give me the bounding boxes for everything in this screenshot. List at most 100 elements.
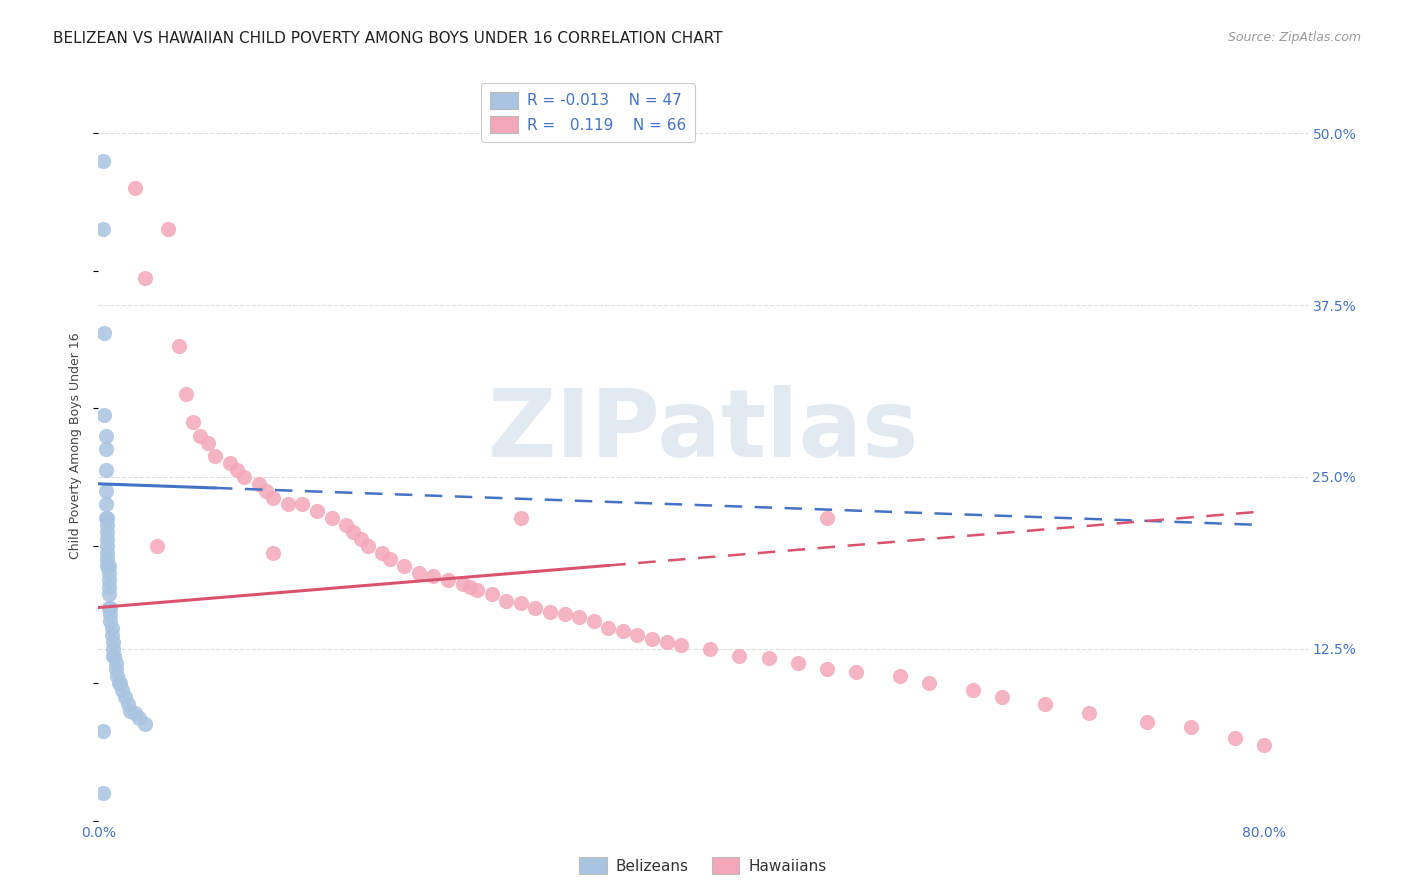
Point: [96, 545, 118, 559]
Point: [145, 539, 167, 553]
Point: [371, 545, 394, 559]
Point: [103, 648, 125, 663]
Point: [218, 456, 240, 470]
Point: [378, 552, 401, 566]
Point: [394, 559, 416, 574]
Point: [962, 683, 984, 698]
Point: [1180, 720, 1202, 734]
Point: [96, 518, 118, 533]
Text: BELIZEAN VS HAWAIIAN CHILD POVERTY AMONG BOYS UNDER 16 CORRELATION CHART: BELIZEAN VS HAWAIIAN CHILD POVERTY AMONG…: [53, 31, 723, 46]
Text: Source: ZipAtlas.com: Source: ZipAtlas.com: [1227, 31, 1361, 45]
Point: [305, 504, 328, 518]
Point: [204, 450, 226, 464]
Point: [568, 610, 591, 624]
Point: [96, 559, 118, 574]
Point: [117, 697, 139, 711]
Point: [815, 511, 838, 525]
Point: [96, 511, 118, 525]
Point: [94, 498, 117, 512]
Point: [111, 683, 134, 698]
Point: [277, 498, 299, 512]
Point: [124, 706, 146, 721]
Point: [254, 483, 277, 498]
Point: [108, 676, 131, 690]
Point: [190, 428, 212, 442]
Point: [97, 566, 120, 581]
Point: [98, 607, 121, 622]
Point: [458, 580, 481, 594]
Point: [91, 222, 114, 236]
Point: [104, 662, 127, 676]
Point: [167, 339, 190, 353]
Point: [96, 552, 118, 566]
Point: [786, 656, 808, 670]
Point: [110, 676, 132, 690]
Point: [509, 511, 531, 525]
Point: [1136, 714, 1159, 729]
Text: ZIPatlas: ZIPatlas: [488, 385, 918, 477]
Point: [350, 532, 373, 546]
Point: [97, 559, 120, 574]
Point: [655, 635, 678, 649]
Point: [1033, 697, 1056, 711]
Point: [262, 491, 284, 505]
Point: [669, 638, 692, 652]
Point: [91, 153, 114, 168]
Point: [233, 470, 256, 484]
Point: [612, 624, 634, 638]
Point: [262, 545, 284, 559]
Point: [408, 566, 430, 581]
Point: [97, 587, 120, 601]
Point: [96, 532, 118, 546]
Point: [437, 573, 460, 587]
Legend: Belizeans, Hawaiians: Belizeans, Hawaiians: [574, 851, 832, 880]
Point: [465, 582, 488, 597]
Point: [699, 641, 721, 656]
Point: [94, 463, 117, 477]
Point: [335, 518, 357, 533]
Point: [598, 621, 620, 635]
Point: [641, 632, 664, 647]
Point: [97, 600, 120, 615]
Point: [321, 511, 343, 525]
Point: [554, 607, 576, 622]
Point: [157, 222, 180, 236]
Point: [94, 483, 117, 498]
Point: [94, 511, 117, 525]
Point: [845, 665, 868, 680]
Point: [524, 600, 547, 615]
Point: [815, 662, 838, 676]
Point: [100, 628, 122, 642]
Point: [101, 641, 124, 656]
Point: [1253, 738, 1275, 752]
Point: [94, 442, 117, 457]
Point: [96, 524, 118, 539]
Point: [94, 428, 117, 442]
Point: [728, 648, 751, 663]
Point: [134, 717, 156, 731]
Point: [93, 326, 115, 340]
Point: [357, 539, 380, 553]
Point: [889, 669, 911, 683]
Point: [120, 704, 142, 718]
Point: [91, 724, 114, 739]
Point: [538, 605, 561, 619]
Point: [918, 676, 941, 690]
Point: [451, 577, 474, 591]
Point: [101, 635, 124, 649]
Point: [105, 669, 128, 683]
Point: [98, 615, 121, 629]
Point: [495, 593, 517, 607]
Point: [97, 573, 120, 587]
Point: [100, 621, 122, 635]
Point: [93, 408, 115, 422]
Point: [481, 587, 503, 601]
Point: [582, 615, 605, 629]
Point: [128, 710, 150, 724]
Point: [1078, 706, 1101, 721]
Point: [124, 181, 146, 195]
Y-axis label: Child Poverty Among Boys Under 16: Child Poverty Among Boys Under 16: [69, 333, 83, 559]
Point: [422, 569, 444, 583]
Point: [1223, 731, 1246, 746]
Point: [181, 415, 204, 429]
